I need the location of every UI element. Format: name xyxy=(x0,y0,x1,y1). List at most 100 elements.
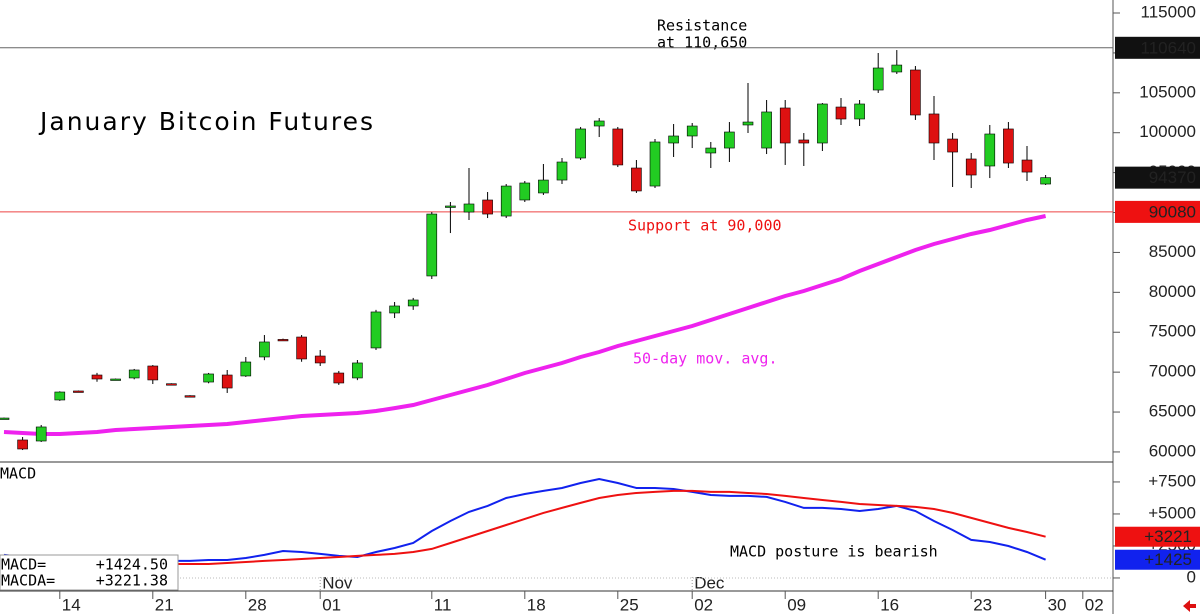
series-tag-box xyxy=(1115,549,1200,570)
legend-label: MACDA= xyxy=(1,572,55,590)
candle-body xyxy=(91,374,103,380)
x-tick-label: 25 xyxy=(620,595,639,614)
last_price-tag-box xyxy=(1115,166,1200,189)
y-tick-label: +7500 xyxy=(1148,471,1196,490)
annotation: 50-day mov. avg. xyxy=(633,350,778,368)
candle-body xyxy=(947,138,958,153)
candle-body xyxy=(147,365,159,381)
y-tick-label: 85000 xyxy=(1149,242,1196,261)
candle-body xyxy=(798,139,810,144)
y-tick-label: 100000 xyxy=(1139,122,1196,141)
annotation: MACD posture is bearish xyxy=(730,543,938,561)
y-tick-label: 0 xyxy=(1187,567,1196,586)
x-tick-label: 09 xyxy=(787,595,806,614)
legend-value: +3221.38 xyxy=(96,572,168,590)
annotation: at 110,650 xyxy=(657,34,747,52)
x-tick-label: 18 xyxy=(527,595,546,614)
candle-body xyxy=(17,439,28,450)
candle-body xyxy=(965,158,977,176)
candle-body xyxy=(817,103,828,144)
candle-body xyxy=(463,203,475,213)
candle-body xyxy=(333,372,345,384)
x-tick-label: 28 xyxy=(248,595,267,614)
scroll-arrow[interactable] xyxy=(1183,600,1196,612)
candle-body xyxy=(166,383,177,386)
moving-average xyxy=(3,214,1047,436)
month-label: Nov xyxy=(322,573,353,592)
panel-title: MACD xyxy=(0,465,36,483)
candle-body xyxy=(593,120,605,127)
candle-body xyxy=(705,147,717,154)
candle-body xyxy=(73,390,84,393)
candle-body xyxy=(259,341,270,358)
candle-body xyxy=(0,417,10,420)
resistance.value-tag-box xyxy=(1115,36,1200,59)
x-tick-label: 02 xyxy=(1085,595,1104,614)
candle-body xyxy=(1040,177,1051,185)
candle-body xyxy=(426,213,438,277)
y-tick-label: +5000 xyxy=(1148,503,1196,522)
candle-body xyxy=(203,373,214,383)
candle-body xyxy=(984,133,996,167)
candle-body xyxy=(35,426,47,442)
candle-body xyxy=(500,185,512,217)
candle-body xyxy=(352,362,363,379)
y-tick-label: 65000 xyxy=(1149,402,1196,421)
candle-body xyxy=(221,374,233,389)
chart-title: January Bitcoin Futures xyxy=(38,107,375,136)
candle-body xyxy=(296,336,307,360)
legend-value: +1424.50 xyxy=(96,556,168,574)
candle-body xyxy=(240,361,252,377)
candle-body xyxy=(761,111,772,149)
candle-body xyxy=(128,369,140,379)
y-tick-label: 105000 xyxy=(1139,82,1196,101)
candle-body xyxy=(314,355,326,364)
x-tick-label: 14 xyxy=(62,595,81,614)
y-tick-label: 70000 xyxy=(1149,362,1196,381)
last_price-tag: 94370 xyxy=(1149,168,1196,187)
x-tick-label: 16 xyxy=(880,595,899,614)
x-tick-label: 01 xyxy=(322,595,341,614)
candle-body xyxy=(389,305,400,314)
support.value-tag: 90080 xyxy=(1149,202,1196,221)
candle-body xyxy=(482,199,493,215)
y-tick-label: 75000 xyxy=(1149,322,1196,341)
month-label: Dec xyxy=(694,573,725,592)
legend-box xyxy=(0,554,179,591)
annotation: Support at 90,000 xyxy=(628,217,782,235)
candle-body xyxy=(1003,128,1014,164)
candle-body xyxy=(110,378,121,381)
candle-body xyxy=(835,106,847,120)
y-tick-label: 60000 xyxy=(1149,441,1196,460)
candle-body xyxy=(686,125,698,137)
x-tick-label: 02 xyxy=(694,595,713,614)
candle-body xyxy=(54,391,66,401)
candle-body xyxy=(854,103,865,120)
x-tick-label: 23 xyxy=(973,595,992,614)
candle-body xyxy=(575,128,586,159)
support.value-tag-box xyxy=(1115,200,1200,223)
candle-body xyxy=(891,64,903,73)
candle-body xyxy=(872,67,884,91)
candle-body xyxy=(910,69,921,116)
x-tick-label: 11 xyxy=(434,595,452,614)
candle-body xyxy=(1021,159,1033,173)
candle-body xyxy=(538,179,549,194)
candle-body xyxy=(556,161,568,181)
candle-body xyxy=(519,182,531,201)
candle-body xyxy=(370,311,382,349)
candle-body xyxy=(612,128,624,166)
candle-body xyxy=(928,113,940,144)
annotation: Resistance xyxy=(657,17,747,35)
y-tick-label: 80000 xyxy=(1149,282,1196,301)
series-tag-box xyxy=(1115,526,1200,547)
candle-body xyxy=(724,131,735,149)
candle-body xyxy=(631,167,642,192)
candle-body xyxy=(742,121,754,126)
legend-label: MACD= xyxy=(1,556,46,574)
candle-body xyxy=(277,339,289,342)
y-tick-label: 115000 xyxy=(1141,2,1196,21)
candle-body xyxy=(779,107,791,144)
